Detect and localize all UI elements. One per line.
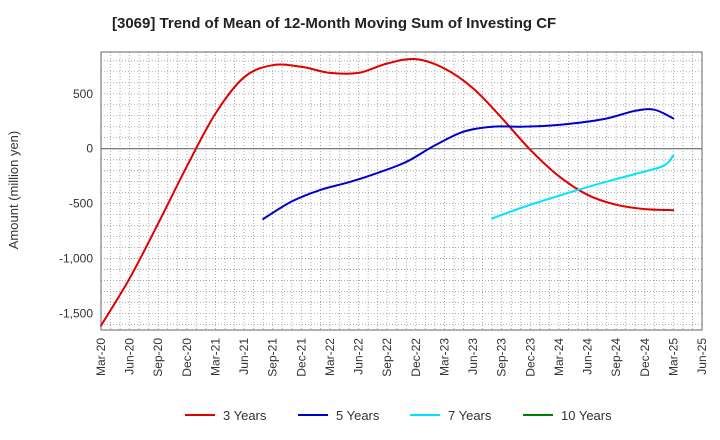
x-tick-label: Jun-24 bbox=[581, 338, 595, 375]
y-tick-label: -500 bbox=[69, 197, 93, 211]
x-tick-label: Mar-21 bbox=[208, 338, 222, 376]
y-axis-label: Amount (million yen) bbox=[6, 131, 21, 250]
x-tick-label: Sep-23 bbox=[495, 338, 509, 377]
legend-label: 10 Years bbox=[561, 408, 612, 423]
y-tick-label: -1,000 bbox=[59, 252, 93, 266]
legend-item-5-years: 5 Years bbox=[298, 408, 380, 423]
x-tick-label: Sep-22 bbox=[380, 338, 394, 377]
axes: 500 0 -500 -1,000 -1,500 Mar-20 Jun-20 Sep-20 De… bbox=[59, 51, 709, 377]
x-tick-label: Jun-20 bbox=[123, 338, 137, 375]
x-tick-label: Mar-24 bbox=[552, 338, 566, 376]
series-line-5-years bbox=[262, 108, 675, 220]
y-tick-label: -1,500 bbox=[59, 307, 93, 321]
legend-label: 3 Years bbox=[223, 408, 267, 423]
x-tick-label: Dec-23 bbox=[523, 338, 537, 377]
x-tick-label: Dec-22 bbox=[409, 338, 423, 377]
legend-item-7-years: 7 Years bbox=[410, 408, 492, 423]
x-tick-label: Dec-20 bbox=[180, 338, 194, 377]
plot-area bbox=[101, 52, 702, 330]
x-tick-label: Sep-20 bbox=[151, 338, 165, 377]
legend: 3 Years 5 Years 7 Years 10 Years bbox=[185, 408, 612, 423]
x-tick-label: Jun-21 bbox=[237, 338, 251, 375]
series-line-7-years bbox=[491, 154, 675, 220]
x-tick-label: Jun-22 bbox=[352, 338, 366, 375]
x-tick-label: Sep-24 bbox=[609, 338, 623, 377]
y-tick-label: 0 bbox=[86, 142, 93, 156]
legend-label: 5 Years bbox=[336, 408, 380, 423]
x-tick-label: Mar-23 bbox=[437, 338, 451, 376]
y-tick-label: 500 bbox=[73, 87, 93, 101]
x-tick-label: Mar-20 bbox=[94, 338, 108, 376]
legend-item-3-years: 3 Years bbox=[185, 408, 267, 423]
x-tick-label: Jun-25 bbox=[695, 338, 709, 375]
plot-border bbox=[100, 51, 703, 331]
legend-label: 7 Years bbox=[448, 408, 492, 423]
legend-item-10-years: 10 Years bbox=[523, 408, 612, 423]
chart-title: [3069] Trend of Mean of 12-Month Moving … bbox=[112, 15, 557, 32]
x-tick-label: Dec-21 bbox=[294, 338, 308, 377]
x-tick-label: Dec-24 bbox=[638, 338, 652, 377]
x-tick-label: Mar-25 bbox=[666, 338, 680, 376]
x-tick-label: Mar-22 bbox=[323, 338, 337, 376]
grid-lines bbox=[100, 52, 703, 330]
series-lines bbox=[100, 57, 675, 327]
x-tick-label: Jun-23 bbox=[466, 338, 480, 375]
x-tick-label: Sep-21 bbox=[266, 338, 280, 377]
